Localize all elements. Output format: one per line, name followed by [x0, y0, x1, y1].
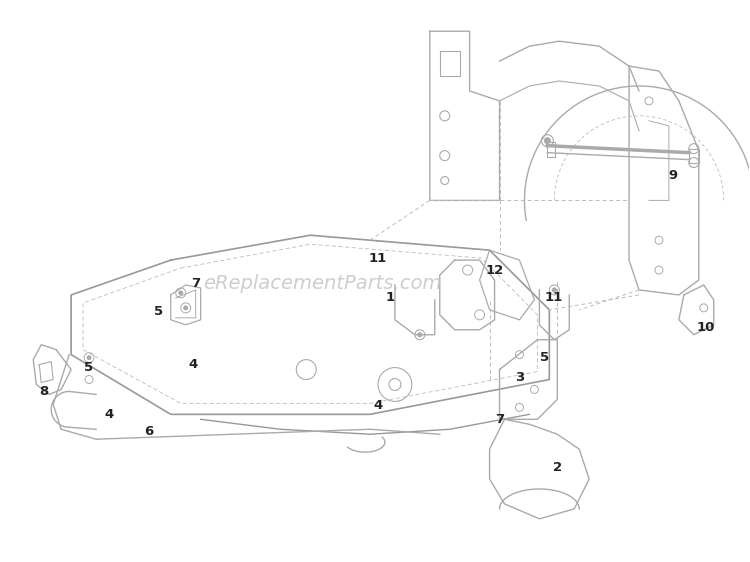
- Text: 3: 3: [514, 371, 524, 384]
- Text: 6: 6: [144, 425, 154, 438]
- Text: 11: 11: [369, 252, 387, 265]
- Text: 5: 5: [83, 361, 93, 374]
- Text: 10: 10: [697, 321, 715, 334]
- Circle shape: [178, 291, 183, 295]
- Text: 5: 5: [154, 305, 164, 318]
- Text: 4: 4: [188, 358, 197, 371]
- Text: 8: 8: [40, 385, 49, 398]
- Circle shape: [87, 356, 91, 360]
- Text: 4: 4: [374, 399, 382, 412]
- Circle shape: [184, 306, 188, 310]
- Text: 11: 11: [544, 292, 562, 305]
- Text: 4: 4: [104, 408, 113, 421]
- Text: 7: 7: [495, 413, 504, 426]
- Text: 1: 1: [386, 292, 394, 305]
- Text: 2: 2: [553, 461, 562, 474]
- Circle shape: [552, 288, 556, 292]
- Text: eReplacementParts.com: eReplacementParts.com: [203, 274, 442, 293]
- Text: 9: 9: [668, 169, 677, 182]
- Circle shape: [418, 333, 422, 337]
- Text: 7: 7: [191, 278, 200, 291]
- Circle shape: [544, 138, 550, 144]
- Text: 5: 5: [540, 351, 549, 364]
- Text: 12: 12: [485, 264, 504, 277]
